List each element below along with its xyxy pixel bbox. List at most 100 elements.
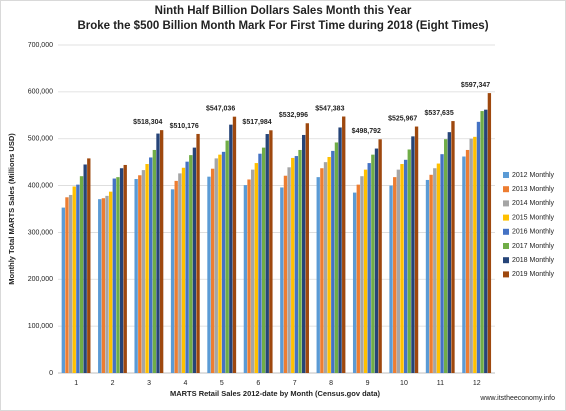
bar (112, 178, 116, 373)
y-tick-label: 500,000 (28, 136, 53, 143)
bar (473, 136, 477, 373)
bar (411, 136, 415, 373)
bar (61, 207, 65, 373)
bar (374, 148, 379, 373)
bar (261, 147, 266, 373)
bar (476, 121, 481, 374)
legend-swatch (503, 186, 509, 193)
bar (331, 150, 335, 373)
y-tick-label: 100,000 (28, 323, 53, 330)
value-label: $525,967 (388, 115, 417, 122)
bar (484, 109, 488, 374)
bar (465, 149, 470, 373)
y-tick-label: 0 (49, 370, 53, 377)
y-axis-label: Monthly Total MARTS Sales (Millions USD) (7, 133, 16, 285)
legend-label: 2012 Monthly (512, 172, 555, 179)
value-label: $597,347 (461, 82, 490, 89)
bar (214, 158, 218, 373)
value-label: $532,996 (279, 112, 308, 119)
y-tick-label: 200,000 (28, 276, 53, 283)
x-tick-label: 1 (74, 380, 78, 387)
value-label: $537,635 (425, 110, 454, 117)
bar (141, 170, 146, 373)
bar (487, 93, 492, 373)
legend-label: 2016 Monthly (512, 229, 555, 236)
value-label: $510,176 (170, 123, 199, 130)
chart-title: Ninth Half Billion Dollars Sales Month t… (155, 5, 412, 17)
value-label: $498,792 (352, 128, 381, 135)
legend-label: 2013 Monthly (512, 186, 555, 193)
bar (363, 169, 368, 373)
bar (451, 121, 455, 374)
value-label: $547,383 (315, 105, 344, 112)
bar (403, 159, 408, 373)
bar (287, 167, 291, 373)
bar (98, 199, 102, 373)
legend-swatch (503, 257, 509, 264)
x-tick-label: 11 (437, 380, 444, 387)
bar (65, 197, 69, 373)
bar (447, 132, 451, 373)
bar (192, 147, 197, 373)
legend-swatch (503, 214, 509, 221)
bar (149, 157, 153, 373)
bar (407, 149, 411, 373)
y-tick-label: 400,000 (28, 182, 53, 189)
bar (83, 164, 87, 373)
x-tick-label: 6 (256, 380, 260, 387)
bar (243, 185, 248, 373)
bar (367, 163, 371, 373)
bar (305, 123, 309, 374)
bar (170, 189, 175, 373)
bar (389, 185, 393, 373)
bar (433, 168, 437, 373)
bar (294, 156, 299, 373)
bar (342, 116, 346, 373)
x-tick-label: 2 (111, 380, 115, 387)
bar (116, 177, 120, 373)
value-label: $517,984 (242, 119, 271, 126)
bar (76, 184, 80, 373)
bar (469, 138, 473, 373)
bar (258, 153, 262, 373)
bar (352, 192, 357, 373)
bar (79, 176, 84, 373)
bar (462, 156, 466, 373)
x-tick-label: 8 (329, 380, 333, 387)
source: www.itstheeconomy.info (479, 395, 555, 402)
bar (298, 149, 302, 373)
bar (247, 179, 251, 373)
bar (316, 177, 320, 373)
bar (189, 155, 193, 373)
legend-label: 2018 Monthly (512, 257, 555, 264)
bar (393, 177, 397, 373)
bar (269, 130, 273, 373)
bar (108, 191, 113, 373)
bar (429, 174, 433, 373)
y-tick-label: 300,000 (28, 229, 53, 236)
bar (185, 161, 189, 373)
bar (444, 139, 448, 373)
bar (396, 169, 401, 373)
bar (138, 175, 142, 373)
bar (327, 156, 331, 373)
bar (218, 154, 222, 373)
bar (265, 134, 269, 373)
x-tick-label: 7 (293, 380, 297, 387)
bar (225, 140, 229, 373)
bar (378, 139, 382, 373)
y-tick-label: 600,000 (28, 89, 53, 96)
bar (145, 164, 149, 373)
legend-swatch (503, 271, 509, 278)
bar (156, 133, 160, 373)
x-tick-label: 10 (400, 380, 408, 387)
bar (101, 198, 106, 373)
bar (436, 163, 441, 373)
x-axis-label: MARTS Retail Sales 2012-date by Month (C… (170, 389, 381, 398)
bar (68, 194, 73, 373)
bar (283, 175, 288, 373)
chart-subtitle: Broke the $500 Billion Month Mark For Fi… (77, 20, 488, 32)
bar (123, 164, 127, 373)
bar (210, 168, 215, 373)
bar (334, 142, 339, 373)
